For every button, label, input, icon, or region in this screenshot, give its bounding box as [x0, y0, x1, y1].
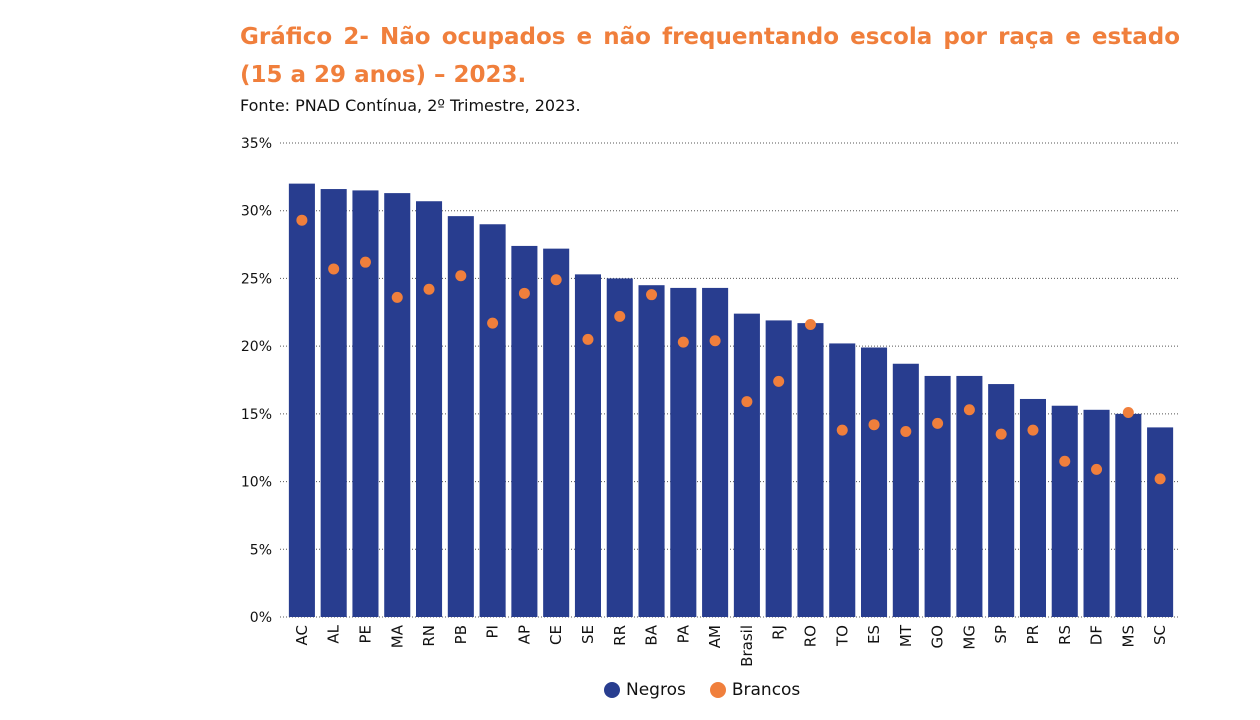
dot-brancos — [741, 396, 753, 408]
dot-brancos — [487, 317, 499, 329]
bar-negros — [988, 384, 1015, 617]
bar-negros — [574, 274, 601, 617]
x-tick-label: SC — [1151, 625, 1169, 645]
bar-negros — [1083, 409, 1110, 617]
x-tick-label: PR — [1024, 625, 1042, 644]
bar-negros — [1051, 405, 1078, 617]
x-tick-label: MG — [960, 625, 978, 650]
x-tick-label: SP — [992, 625, 1010, 644]
y-tick-label: 15% — [241, 407, 272, 423]
y-tick-label: 5% — [250, 542, 272, 558]
dot-brancos — [1154, 473, 1166, 485]
bar-negros — [606, 278, 633, 617]
dot-brancos — [455, 270, 467, 282]
x-tick-label: MT — [897, 624, 915, 647]
chart-legend: Negros Brancos — [604, 680, 824, 700]
bar-negros — [416, 201, 443, 617]
dot-brancos — [391, 291, 403, 303]
bar-negros — [511, 245, 538, 617]
dot-brancos — [804, 318, 816, 330]
bar-negros — [733, 313, 760, 617]
bar-negros — [1115, 413, 1142, 617]
dot-brancos — [646, 289, 658, 301]
dot-brancos — [709, 335, 721, 347]
dot-brancos — [677, 336, 689, 348]
dot-brancos — [328, 263, 340, 275]
bar-negros — [924, 375, 951, 617]
x-tick-label: SE — [579, 625, 597, 644]
bar-negros — [765, 320, 792, 617]
legend-label-negros: Negros — [626, 680, 686, 700]
bar-negros — [797, 323, 824, 617]
y-tick-label: 25% — [241, 271, 272, 287]
bar-negros — [479, 224, 506, 617]
x-tick-label: ES — [865, 625, 883, 644]
bar-negros — [320, 189, 347, 617]
bar-negros — [352, 190, 379, 617]
x-tick-label: MA — [388, 624, 406, 648]
dot-brancos — [963, 404, 975, 416]
x-tick-label: AC — [293, 625, 311, 645]
x-tick-label: BA — [643, 624, 661, 645]
dot-brancos — [614, 310, 626, 322]
dot-brancos — [900, 425, 912, 437]
bar-negros — [829, 343, 856, 617]
legend-swatch-brancos — [709, 682, 726, 698]
bar-negros — [861, 347, 888, 617]
dot-brancos — [518, 287, 530, 299]
x-tick-label: CE — [547, 625, 565, 645]
x-tick-label: DF — [1088, 625, 1106, 645]
x-tick-label: MS — [1119, 625, 1137, 647]
bar-negros — [288, 183, 315, 617]
x-tick-label: Brasil — [738, 625, 756, 667]
x-tick-label: RN — [420, 625, 438, 647]
dot-brancos — [359, 256, 371, 268]
dot-brancos — [773, 375, 785, 387]
bar-negros — [543, 248, 570, 618]
y-tick-label: 35% — [241, 136, 272, 152]
x-tick-label: RJ — [770, 625, 788, 640]
dot-brancos — [1059, 455, 1071, 467]
x-tick-label: PB — [452, 625, 470, 644]
dot-brancos — [1027, 424, 1039, 436]
x-tick-label: TO — [833, 625, 851, 647]
bar-negros — [447, 216, 474, 618]
dot-brancos — [1122, 407, 1134, 419]
legend-swatch-negros — [604, 682, 620, 698]
y-tick-label: 30% — [241, 204, 272, 220]
x-tick-label: AP — [515, 625, 533, 644]
x-tick-label: AL — [325, 624, 343, 643]
x-tick-label: AM — [706, 625, 724, 648]
dot-brancos — [932, 417, 944, 429]
x-tick-label: RS — [1056, 625, 1074, 645]
x-tick-label: GO — [929, 625, 947, 648]
bar-negros — [638, 285, 665, 617]
bar-negros — [892, 363, 919, 617]
dot-brancos — [1091, 463, 1103, 475]
dot-brancos — [550, 274, 562, 286]
dot-brancos — [836, 424, 848, 436]
bar-negros — [956, 375, 983, 617]
y-tick-label: 20% — [241, 339, 272, 355]
dot-brancos — [582, 333, 594, 345]
y-tick-label: 10% — [241, 475, 272, 491]
x-tick-label: RO — [801, 625, 819, 647]
bar-negros — [384, 193, 411, 617]
legend-item-negros: Negros — [604, 680, 686, 700]
dot-brancos — [423, 283, 435, 295]
x-tick-label: PA — [674, 624, 692, 643]
bar-negros — [1147, 427, 1174, 617]
x-tick-label: RR — [611, 625, 629, 646]
x-tick-label: PI — [484, 625, 502, 638]
legend-label-brancos: Brancos — [731, 680, 801, 700]
dot-brancos — [995, 428, 1007, 440]
y-tick-label: 0% — [250, 610, 272, 626]
legend-item-brancos: Brancos — [709, 680, 801, 700]
dot-brancos — [296, 214, 308, 226]
chart-source: Fonte: PNAD Contínua, 2º Trimestre, 2023… — [240, 96, 581, 115]
x-tick-label: PE — [356, 625, 374, 644]
chart-title: Gráfico 2- Não ocupados e não frequentan… — [240, 24, 1180, 88]
dot-brancos — [868, 419, 880, 431]
